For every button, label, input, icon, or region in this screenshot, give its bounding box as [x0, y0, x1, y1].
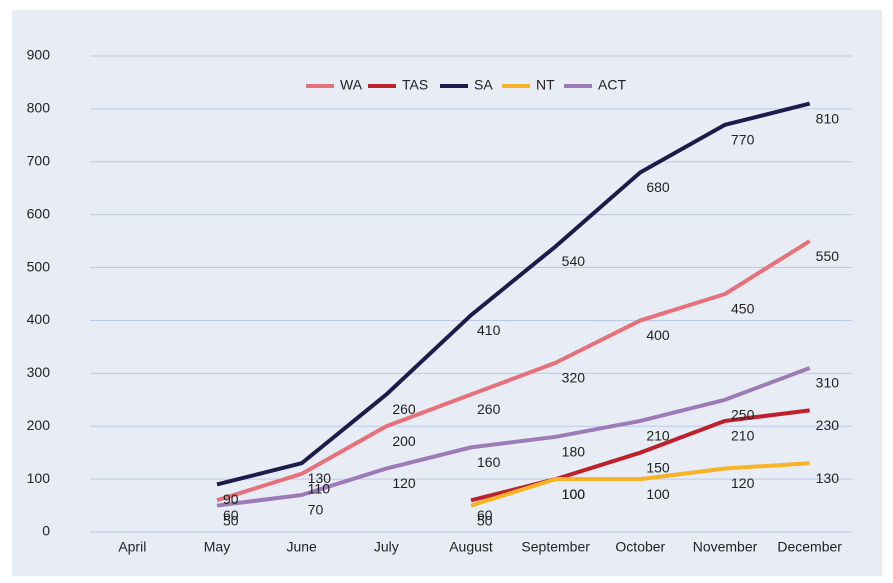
data-label: 250	[731, 406, 755, 422]
data-label: 810	[816, 110, 840, 126]
chart-background	[12, 10, 882, 576]
data-label: 90	[223, 491, 239, 507]
x-tick-label: November	[693, 539, 758, 555]
data-label: 50	[223, 512, 239, 528]
data-label: 120	[392, 475, 416, 491]
data-label: 320	[562, 369, 586, 385]
legend-label: SA	[474, 77, 493, 93]
y-tick-label: 600	[27, 205, 51, 221]
data-label: 100	[562, 486, 586, 502]
data-label: 160	[477, 454, 501, 470]
y-tick-label: 700	[27, 152, 51, 168]
data-label: 680	[646, 179, 670, 195]
data-label: 770	[731, 131, 755, 147]
data-label: 540	[562, 253, 586, 269]
y-tick-label: 900	[27, 47, 51, 63]
data-label: 400	[646, 327, 670, 343]
x-tick-label: October	[615, 539, 665, 555]
data-label: 550	[816, 248, 840, 264]
data-label: 230	[816, 417, 840, 433]
y-tick-label: 800	[27, 100, 51, 116]
series-line	[216, 101, 811, 487]
data-label: 260	[477, 401, 501, 417]
data-label: 100	[646, 486, 670, 502]
data-label: 210	[646, 428, 670, 444]
data-label: 450	[731, 301, 755, 317]
data-label: 70	[308, 502, 324, 518]
series-line	[470, 461, 810, 508]
y-tick-label: 200	[27, 417, 51, 433]
data-label: 200	[392, 433, 416, 449]
legend-label: TAS	[402, 77, 428, 93]
y-tick-label: 0	[42, 523, 50, 539]
series-line	[216, 366, 811, 508]
legend-label: ACT	[598, 77, 626, 93]
x-tick-label: September	[521, 539, 590, 555]
data-label: 120	[731, 475, 755, 491]
x-tick-label: August	[449, 539, 493, 555]
data-label: 110	[308, 481, 331, 497]
data-label: 410	[477, 322, 501, 338]
data-label: 260	[392, 401, 416, 417]
legend-label: WA	[340, 77, 363, 93]
y-tick-label: 500	[27, 258, 51, 274]
data-label: 180	[562, 444, 586, 460]
x-tick-label: May	[204, 539, 230, 555]
x-tick-label: December	[777, 539, 842, 555]
series-line	[216, 239, 811, 503]
data-label: 310	[816, 375, 840, 391]
data-label: 130	[308, 470, 332, 486]
x-tick-label: June	[286, 539, 317, 555]
data-label: 60	[223, 507, 239, 523]
x-tick-label: April	[118, 539, 146, 555]
data-label: 100	[562, 486, 586, 502]
legend-label: NT	[536, 77, 555, 93]
data-label: 210	[731, 428, 755, 444]
x-tick-label: July	[374, 539, 399, 555]
data-label: 50	[477, 512, 493, 528]
data-label: 150	[646, 459, 670, 475]
data-label: 60	[477, 507, 493, 523]
y-tick-label: 100	[27, 470, 51, 486]
data-label: 130	[816, 470, 840, 486]
y-tick-label: 300	[27, 364, 51, 380]
y-tick-label: 400	[27, 311, 51, 327]
